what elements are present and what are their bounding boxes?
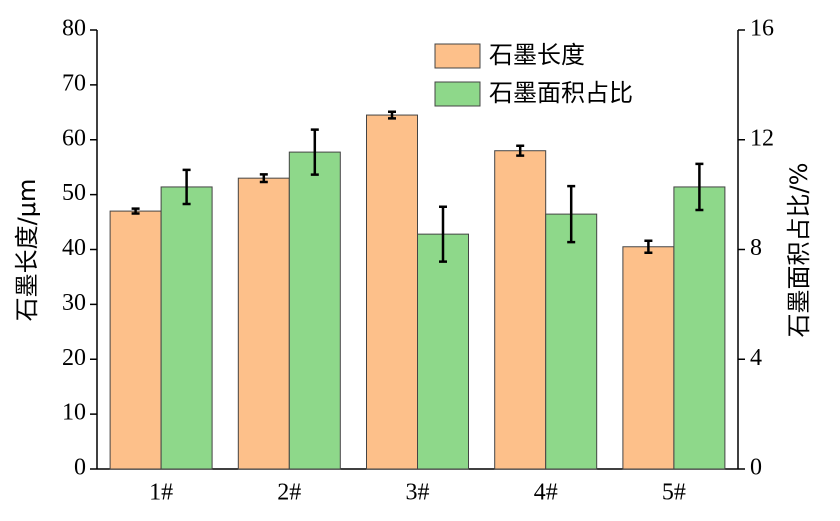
y-tick-label: 70 bbox=[62, 70, 86, 96]
bar bbox=[109, 210, 162, 470]
y-tick-label: 50 bbox=[62, 180, 86, 206]
y-tick-label: 0 bbox=[74, 455, 86, 481]
x-tick-label: 1# bbox=[149, 480, 173, 506]
y2-axis-label: 石墨面积占比/% bbox=[785, 163, 813, 338]
y-tick-label: 30 bbox=[62, 290, 86, 316]
error-bar bbox=[567, 184, 576, 244]
error-bar bbox=[644, 239, 653, 255]
error-bar bbox=[439, 205, 447, 263]
error-bar bbox=[516, 144, 525, 157]
error-bar bbox=[388, 110, 396, 120]
bar bbox=[288, 151, 341, 470]
y2-tick-label: 16 bbox=[750, 16, 774, 42]
y-tick-label: 40 bbox=[62, 235, 86, 261]
legend-label: 石墨长度 bbox=[489, 41, 585, 69]
error-bar bbox=[259, 173, 268, 184]
x-tick-label: 2# bbox=[277, 480, 301, 506]
y2-tick-label: 8 bbox=[750, 235, 762, 261]
y-tick-label: 10 bbox=[62, 400, 86, 426]
bar bbox=[622, 246, 675, 470]
legend-swatch bbox=[434, 81, 481, 107]
error-bar bbox=[131, 207, 140, 215]
bar bbox=[160, 186, 213, 470]
y-tick-label: 80 bbox=[62, 16, 86, 42]
y2-tick-label: 12 bbox=[750, 125, 774, 151]
bar bbox=[417, 233, 469, 470]
y2-tick-label: 4 bbox=[750, 345, 762, 371]
y-axis-label: 石墨长度/μm bbox=[13, 179, 41, 322]
bar bbox=[237, 177, 290, 470]
legend-label: 石墨面积占比 bbox=[489, 79, 633, 107]
error-bar bbox=[695, 162, 704, 212]
y-tick-label: 20 bbox=[62, 345, 86, 371]
x-tick-label: 3# bbox=[406, 480, 430, 506]
y2-tick-label: 0 bbox=[750, 455, 762, 481]
bar bbox=[673, 186, 726, 470]
error-bar bbox=[310, 128, 319, 176]
y-tick-label: 60 bbox=[62, 125, 86, 151]
bar bbox=[494, 150, 547, 470]
bar bbox=[366, 114, 418, 470]
x-tick-label: 5# bbox=[662, 480, 686, 506]
error-bar bbox=[182, 168, 191, 206]
legend-swatch bbox=[434, 43, 481, 69]
bar bbox=[545, 213, 598, 470]
x-tick-label: 4# bbox=[534, 480, 558, 506]
